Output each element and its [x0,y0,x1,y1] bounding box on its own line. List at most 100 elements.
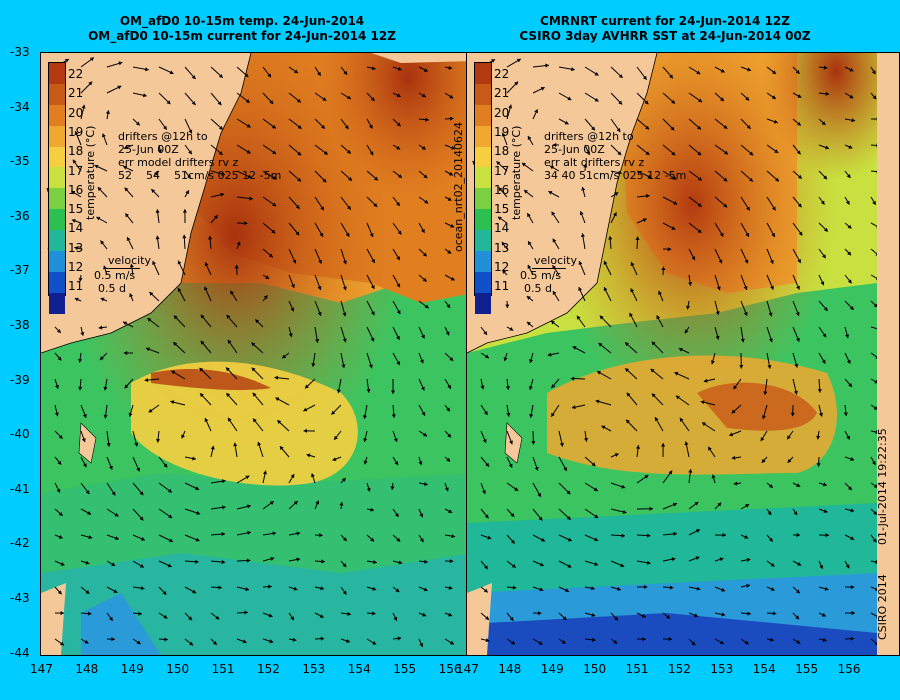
current-vector [870,586,877,591]
colorbar-swatch [49,83,65,105]
current-vector-head [526,321,531,326]
current-vector-head [534,466,539,471]
current-vector-head [315,339,320,343]
colorbar-tick-label: 21 [494,86,510,101]
current-vector-head [491,59,496,63]
current-vector-head [421,334,425,339]
current-vector-head [761,415,766,420]
longitude-tick-label: 149 [120,662,144,676]
current-vector-head [875,278,877,281]
current-vector-head [162,590,167,595]
current-vector-head [320,636,325,641]
current-vector-head [528,241,532,246]
current-vector-head [140,536,145,541]
current-vector-head [822,482,827,487]
current-vector-head [370,507,375,512]
current-vector-head [310,473,315,478]
current-vector-head [218,125,223,130]
current-vector-head [768,483,773,488]
current-vector-head [795,337,800,342]
current-vector-head [527,264,532,269]
current-vector-head [733,385,738,390]
current-vector-head [396,256,400,261]
current-vector-head [117,85,122,90]
current-vector-head [697,151,702,156]
current-vector-head [721,612,726,617]
current-vector-head [195,559,199,564]
current-vector-head [246,558,251,563]
current-vector-head [226,393,231,397]
latitude-tick-label: -37 [10,263,30,278]
current-vector-head [396,310,401,315]
current-vector-head [177,260,182,265]
colorbar-tick-label: 17 [68,163,84,178]
current-vector-head [537,611,542,616]
current-vector-head [850,585,855,590]
current-vector-head [208,235,213,240]
current-vector-head [422,277,427,282]
current-vector-head [874,642,877,646]
current-vector-head [584,437,589,442]
current-vector-head [103,414,108,419]
current-vector-head [649,506,653,511]
current-vector-head [74,246,79,251]
current-vector-head [642,637,646,642]
current-vector-head [566,490,571,495]
current-vector-head [768,338,773,343]
current-vector-head [274,375,279,380]
current-vector-head [552,290,557,295]
left-title-line2: OM_afD0 10-15m current for 24-Jun-2014 1… [88,29,396,43]
current-vector-head [142,93,147,98]
current-vector-head [251,342,256,347]
current-vector-head [88,535,93,540]
current-vector-head [787,458,792,463]
right-map-panel [466,52,900,656]
current-vector-head [294,69,299,74]
colorbar-swatch [475,146,491,168]
current-vector [870,222,877,227]
current-vector-head [521,162,526,167]
current-vector-head [226,367,230,372]
current-vector-head [303,407,308,412]
longitude-tick-label: 154 [347,662,371,676]
current-vector-head [322,97,327,101]
current-vector-head [483,588,488,593]
current-vector-head [144,67,149,72]
current-vector-head [449,357,454,361]
right-velocity-arrow-icon [532,268,566,269]
current-vector-head [103,386,108,391]
colorbar-swatch [49,146,65,168]
current-vector-head [843,412,848,417]
current-vector-head [740,338,745,343]
current-vector-head [621,484,626,489]
current-vector-head [397,636,402,641]
current-vector-head [177,288,182,293]
colorbar-swatch [475,188,491,210]
current-vector-head [774,149,779,153]
latitude-tick-label: -41 [10,481,30,496]
current-vector-head [320,586,325,591]
current-vector-head [114,536,119,541]
current-vector-head [268,613,273,618]
current-vector-head [424,199,429,204]
current-vector-head [288,333,293,338]
current-vector-head [795,69,800,74]
current-vector [870,560,877,563]
colorbar-tick-label: 17 [494,163,510,178]
current-vector-head [592,637,596,642]
current-vector-head [80,331,85,336]
current-vector-head [55,384,59,389]
current-vector-head [292,637,297,642]
current-vector-head [739,365,744,369]
current-vector-head [246,504,251,509]
current-vector-head [845,564,850,569]
current-vector-head [247,530,251,535]
current-vector-head [746,124,751,129]
current-vector-head [372,640,377,645]
current-vector-head [594,97,599,102]
current-vector-head [297,151,302,156]
current-vector-head [746,206,750,211]
current-vector-head [123,165,128,170]
current-vector-head [684,441,689,446]
current-vector-head [798,231,803,236]
